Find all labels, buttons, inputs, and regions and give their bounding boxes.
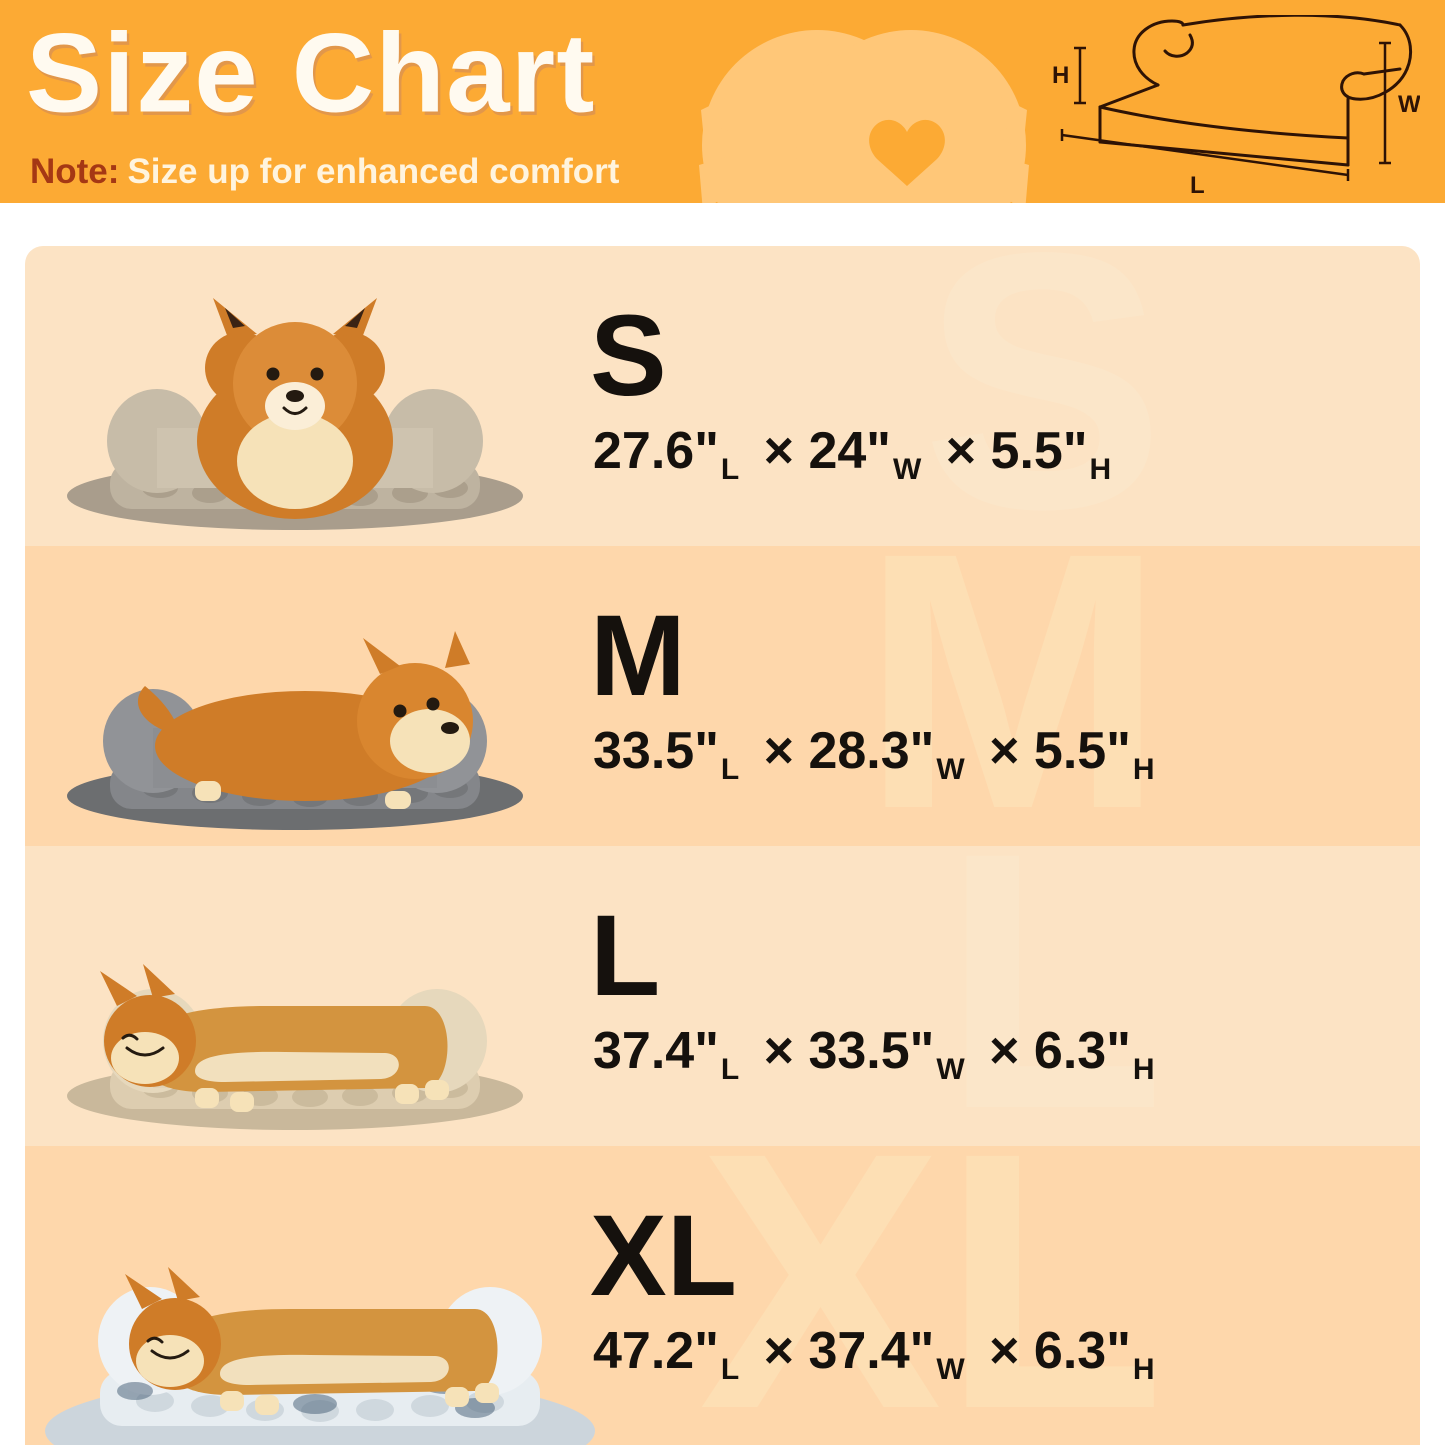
svg-text:H: H — [1052, 62, 1069, 89]
svg-text:L: L — [1190, 172, 1205, 199]
svg-text:W: W — [1398, 91, 1420, 118]
